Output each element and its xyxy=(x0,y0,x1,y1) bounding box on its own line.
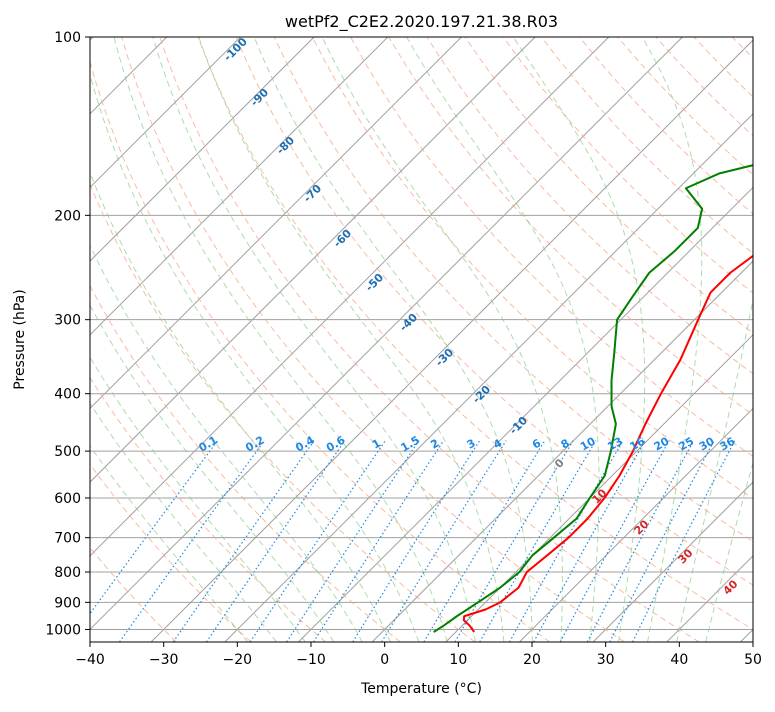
x-tick-label: −20 xyxy=(223,652,253,668)
y-tick-label: 200 xyxy=(54,208,81,224)
dry-adiabat-line xyxy=(770,37,775,642)
moist-adiabat-line xyxy=(90,444,249,642)
y-tick-label: 700 xyxy=(54,531,81,547)
y-axis-label: Pressure (hPa) xyxy=(12,289,28,389)
mixing-ratio-line xyxy=(381,440,507,642)
moist-adiabat-line xyxy=(90,171,391,642)
x-tick-label: 30 xyxy=(597,652,615,668)
background-lines xyxy=(90,37,775,642)
isotherm-line xyxy=(90,37,536,483)
isotherm-line xyxy=(90,37,315,262)
mixing-ratio-line xyxy=(454,440,574,642)
x-tick-label: 40 xyxy=(670,652,688,668)
isotherm-line xyxy=(592,481,753,642)
dry-adiabat-line xyxy=(273,37,753,543)
isotherm-line xyxy=(90,37,610,557)
y-tick-label: 300 xyxy=(54,313,81,329)
isotherm-line xyxy=(150,39,753,642)
y-tick-label: 400 xyxy=(54,387,81,403)
y-tick-label: 900 xyxy=(54,595,81,611)
x-tick-label: −10 xyxy=(296,652,326,668)
x-tick-label: −40 xyxy=(75,652,105,668)
dry-adiabat-line xyxy=(159,37,700,642)
mixing-ratio-line xyxy=(533,440,646,642)
chart-title: wetPf2_C2E2.2020.197.21.38.R03 xyxy=(285,12,558,32)
x-axis-label: Temperature (°C) xyxy=(360,681,482,697)
x-tick-label: 20 xyxy=(523,652,541,668)
dewpoint-profile-line xyxy=(433,164,753,633)
mixing-ratio-line xyxy=(119,440,265,642)
moist-adiabat-line xyxy=(321,37,563,642)
mixing-ratio-line xyxy=(286,440,420,642)
isotherm-line xyxy=(224,113,753,642)
moist-adiabat-line xyxy=(90,244,363,642)
temperature-profile-line xyxy=(462,254,753,633)
isotherm-line xyxy=(90,37,241,189)
plot-frame xyxy=(89,36,754,643)
x-tick-label: 50 xyxy=(744,652,762,668)
x-tick-label: 10 xyxy=(449,652,467,668)
moist-adiabat-line xyxy=(641,37,703,642)
isotherm-line xyxy=(445,334,753,642)
moist-adiabat-line xyxy=(198,37,505,642)
moist-adiabat-line xyxy=(113,37,448,642)
dry-adiabat-line xyxy=(90,60,551,642)
x-tick-label: −30 xyxy=(149,652,179,668)
isotherm-line xyxy=(519,407,753,642)
mixing-ratio-line xyxy=(172,440,315,642)
y-tick-label: 500 xyxy=(54,444,81,460)
moist-adiabat-line xyxy=(90,402,277,642)
moist-adiabat-line xyxy=(90,72,420,642)
axes: −40 −30 −20 −10 0 10 20 30 40 50 100 200 300 400 500 60… xyxy=(45,30,762,668)
isotherm-line xyxy=(90,37,462,410)
mixing-ratio-line xyxy=(205,440,346,642)
profile-lines xyxy=(433,164,753,633)
mixing-ratio-line xyxy=(559,440,670,642)
y-tick-label: 100 xyxy=(54,30,81,46)
isotherm-line xyxy=(90,37,683,631)
isotherm-line xyxy=(90,37,389,336)
dry-adiabat-line xyxy=(311,37,753,500)
dry-adiabat-line xyxy=(235,37,753,586)
mixing-ratio-line xyxy=(90,440,219,615)
moist-adiabat-line xyxy=(676,296,753,642)
dry-adiabat-line xyxy=(90,463,252,642)
isotherm-line xyxy=(371,260,753,642)
mixing-ratio-line xyxy=(249,440,386,642)
moist-adiabat-line xyxy=(406,37,600,642)
plot-area xyxy=(90,37,753,642)
dry-adiabat-line xyxy=(197,37,753,631)
moist-adiabat-line xyxy=(705,461,753,642)
mixing-ratio-line xyxy=(632,440,736,642)
y-tick-label: 800 xyxy=(54,565,81,581)
moist-adiabat-line xyxy=(253,37,533,642)
x-tick-label: 0 xyxy=(380,652,389,668)
mixing-ratio-line xyxy=(313,440,445,642)
y-tick-label: 600 xyxy=(54,491,81,507)
dry-adiabat-line xyxy=(90,376,326,642)
dry-adiabat-line xyxy=(502,37,753,294)
mixing-ratio-line xyxy=(352,440,481,642)
moist-adiabat-line xyxy=(90,356,306,642)
moist-adiabat-line xyxy=(152,37,476,642)
moist-adiabat-line xyxy=(512,37,646,642)
y-tick-label: 1000 xyxy=(45,622,81,638)
mixing-ratio-line xyxy=(423,440,546,642)
moist-adiabat-line xyxy=(90,304,335,642)
mixing-ratio-line xyxy=(509,440,624,642)
